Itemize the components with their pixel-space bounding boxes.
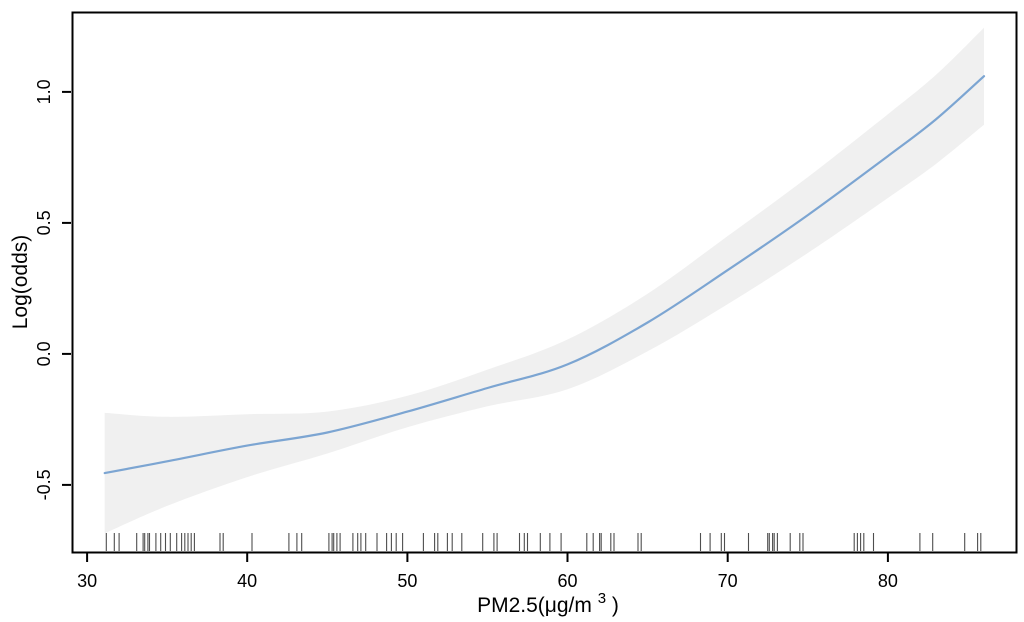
confidence-band-shape (104, 27, 984, 534)
confidence-band (104, 27, 984, 534)
x-tick-label: 50 (397, 571, 417, 591)
y-axis-ticks: -0.5 0.0 0.5 1.0 (34, 79, 71, 500)
x-tick-label: 30 (77, 571, 97, 591)
y-tick-label: 0.0 (34, 341, 54, 366)
x-axis-label: PM2.5(μg/m 3 ) (477, 585, 619, 617)
y-tick-label: 1.0 (34, 79, 54, 104)
x-tick-label: 70 (718, 571, 738, 591)
x-axis-label-close: ) (612, 594, 619, 617)
x-axis-label-superscript: 3 (598, 590, 606, 607)
x-axis-ticks: 30 40 50 60 70 80 (77, 553, 898, 591)
rug-marks (105, 533, 982, 551)
plot-frame (71, 11, 1018, 554)
x-axis-label-main: PM2.5(μg/m (477, 594, 592, 617)
y-axis-label: Log(odds) (9, 235, 32, 330)
y-tick-label: 0.5 (34, 210, 54, 235)
smooth-curve (103, 75, 986, 475)
x-tick-label: 40 (237, 571, 257, 591)
y-tick-label: -0.5 (34, 469, 54, 500)
x-tick-label: 60 (557, 571, 577, 591)
x-tick-label: 80 (878, 571, 898, 591)
smooth-curve-line (103, 75, 986, 475)
